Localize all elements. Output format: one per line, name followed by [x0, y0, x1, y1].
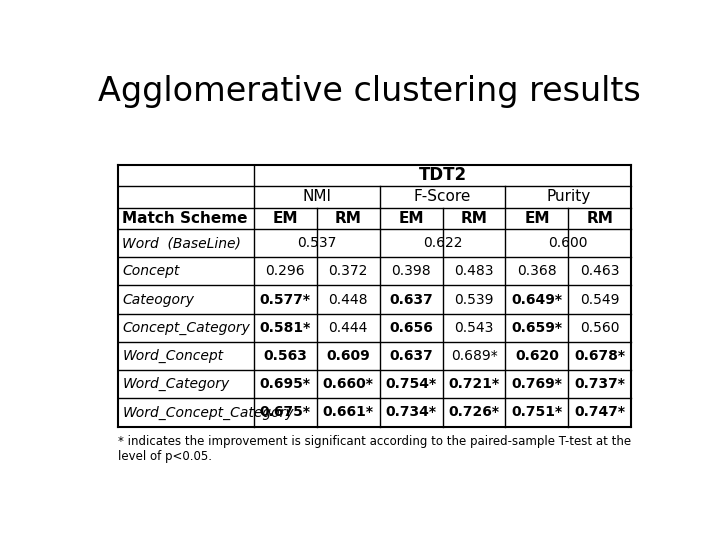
- Text: Concept_Category: Concept_Category: [122, 321, 251, 335]
- Text: 0.398: 0.398: [391, 265, 431, 278]
- Text: 0.448: 0.448: [328, 293, 368, 307]
- Text: 0.649*: 0.649*: [511, 293, 562, 307]
- Text: Word_Concept_Category: Word_Concept_Category: [122, 406, 294, 420]
- Text: Word  (BaseLine): Word (BaseLine): [122, 236, 241, 250]
- Text: 0.678*: 0.678*: [575, 349, 625, 363]
- Text: NMI: NMI: [302, 190, 331, 204]
- Text: Match Scheme: Match Scheme: [122, 211, 248, 226]
- Text: 0.600: 0.600: [549, 236, 588, 250]
- Text: 0.637: 0.637: [390, 349, 433, 363]
- Text: 0.296: 0.296: [266, 265, 305, 278]
- Text: 0.660*: 0.660*: [323, 377, 374, 391]
- Text: EM: EM: [524, 211, 549, 226]
- Text: 0.737*: 0.737*: [575, 377, 625, 391]
- Text: Word_Category: Word_Category: [122, 377, 230, 392]
- Text: 0.721*: 0.721*: [449, 377, 500, 391]
- Text: 0.656: 0.656: [389, 321, 433, 335]
- Text: Word_Concept: Word_Concept: [122, 349, 223, 363]
- Text: 0.444: 0.444: [328, 321, 368, 335]
- Text: 0.463: 0.463: [580, 265, 619, 278]
- Text: Concept: Concept: [122, 265, 180, 278]
- Text: 0.747*: 0.747*: [575, 406, 625, 420]
- Text: 0.581*: 0.581*: [260, 321, 311, 335]
- Text: 0.675*: 0.675*: [260, 406, 311, 420]
- Text: 0.563: 0.563: [264, 349, 307, 363]
- Text: 0.483: 0.483: [454, 265, 494, 278]
- Text: 0.637: 0.637: [390, 293, 433, 307]
- Text: Purity: Purity: [546, 190, 590, 204]
- Text: 0.689*: 0.689*: [451, 349, 498, 363]
- Text: 0.751*: 0.751*: [511, 406, 562, 420]
- Text: EM: EM: [273, 211, 298, 226]
- Text: 0.539: 0.539: [454, 293, 494, 307]
- Text: 0.577*: 0.577*: [260, 293, 311, 307]
- Text: 0.622: 0.622: [423, 236, 462, 250]
- Text: 0.372: 0.372: [328, 265, 368, 278]
- Text: 0.661*: 0.661*: [323, 406, 374, 420]
- Text: F-Score: F-Score: [414, 190, 471, 204]
- Text: 0.620: 0.620: [515, 349, 559, 363]
- Text: 0.549: 0.549: [580, 293, 619, 307]
- Text: EM: EM: [398, 211, 424, 226]
- Text: Cateogory: Cateogory: [122, 293, 194, 307]
- Text: 0.659*: 0.659*: [511, 321, 562, 335]
- Text: TDT2: TDT2: [418, 166, 467, 184]
- Text: Agglomerative clustering results: Agglomerative clustering results: [98, 75, 640, 108]
- Text: 0.368: 0.368: [517, 265, 557, 278]
- Text: 0.609: 0.609: [326, 349, 370, 363]
- Text: 0.769*: 0.769*: [511, 377, 562, 391]
- Text: RM: RM: [335, 211, 361, 226]
- Text: 0.537: 0.537: [297, 236, 336, 250]
- Text: 0.734*: 0.734*: [386, 406, 436, 420]
- Text: RM: RM: [461, 211, 487, 226]
- Text: 0.754*: 0.754*: [385, 377, 436, 391]
- Text: 0.726*: 0.726*: [449, 406, 500, 420]
- Text: 0.560: 0.560: [580, 321, 619, 335]
- Text: 0.695*: 0.695*: [260, 377, 311, 391]
- Text: RM: RM: [586, 211, 613, 226]
- Text: 0.543: 0.543: [454, 321, 494, 335]
- Text: * indicates the improvement is significant according to the paired-sample T-test: * indicates the improvement is significa…: [118, 435, 631, 463]
